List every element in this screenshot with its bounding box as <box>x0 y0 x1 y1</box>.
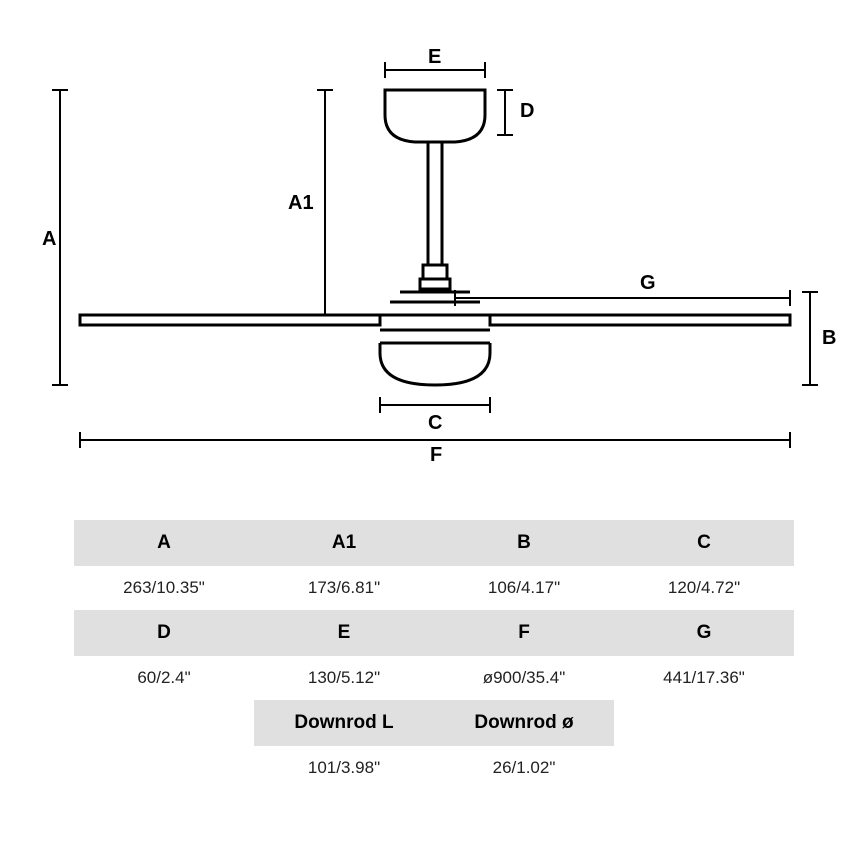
spec-value: ø900/35.4" <box>434 656 614 700</box>
dim-label-A1: A1 <box>288 192 314 215</box>
spec-header: B <box>434 520 614 566</box>
table-row: D E F G <box>60 610 808 656</box>
spec-value: 263/10.35" <box>74 566 254 610</box>
dim-label-G: G <box>640 272 656 295</box>
diagram-svg <box>40 40 828 460</box>
spec-header: C <box>614 520 794 566</box>
fan-dimension-diagram: A A1 E D G B C F <box>40 40 828 460</box>
spec-value: 101/3.98" <box>254 746 434 790</box>
spec-value: 441/17.36" <box>614 656 794 700</box>
spec-value: 120/4.72" <box>614 566 794 610</box>
dim-label-E: E <box>428 46 441 69</box>
table-row: 263/10.35" 173/6.81" 106/4.17" 120/4.72" <box>60 566 808 610</box>
dim-label-C: C <box>428 412 442 435</box>
page-container: A A1 E D G B C F A A1 B C 263/10.35" 173… <box>0 0 868 868</box>
table-row: 60/2.4" 130/5.12" ø900/35.4" 441/17.36" <box>60 656 808 700</box>
spec-value: 26/1.02" <box>434 746 614 790</box>
spec-header: A1 <box>254 520 434 566</box>
table-row: A A1 B C <box>60 520 808 566</box>
spec-value: 106/4.17" <box>434 566 614 610</box>
dim-label-D: D <box>520 100 534 123</box>
spec-value: 173/6.81" <box>254 566 434 610</box>
spec-value: 60/2.4" <box>74 656 254 700</box>
spec-header: D <box>74 610 254 656</box>
spec-header: A <box>74 520 254 566</box>
specifications-table: A A1 B C 263/10.35" 173/6.81" 106/4.17" … <box>40 520 828 790</box>
table-row: Downrod L Downrod ø <box>60 700 808 746</box>
dim-label-B: B <box>822 327 836 350</box>
spec-header: E <box>254 610 434 656</box>
dim-label-F: F <box>430 444 442 467</box>
table-row: 101/3.98" 26/1.02" <box>60 746 808 790</box>
spec-value: 130/5.12" <box>254 656 434 700</box>
dim-label-A: A <box>42 228 56 251</box>
spec-header: Downrod L <box>254 700 434 746</box>
spec-header: G <box>614 610 794 656</box>
spec-header: Downrod ø <box>434 700 614 746</box>
spec-header: F <box>434 610 614 656</box>
